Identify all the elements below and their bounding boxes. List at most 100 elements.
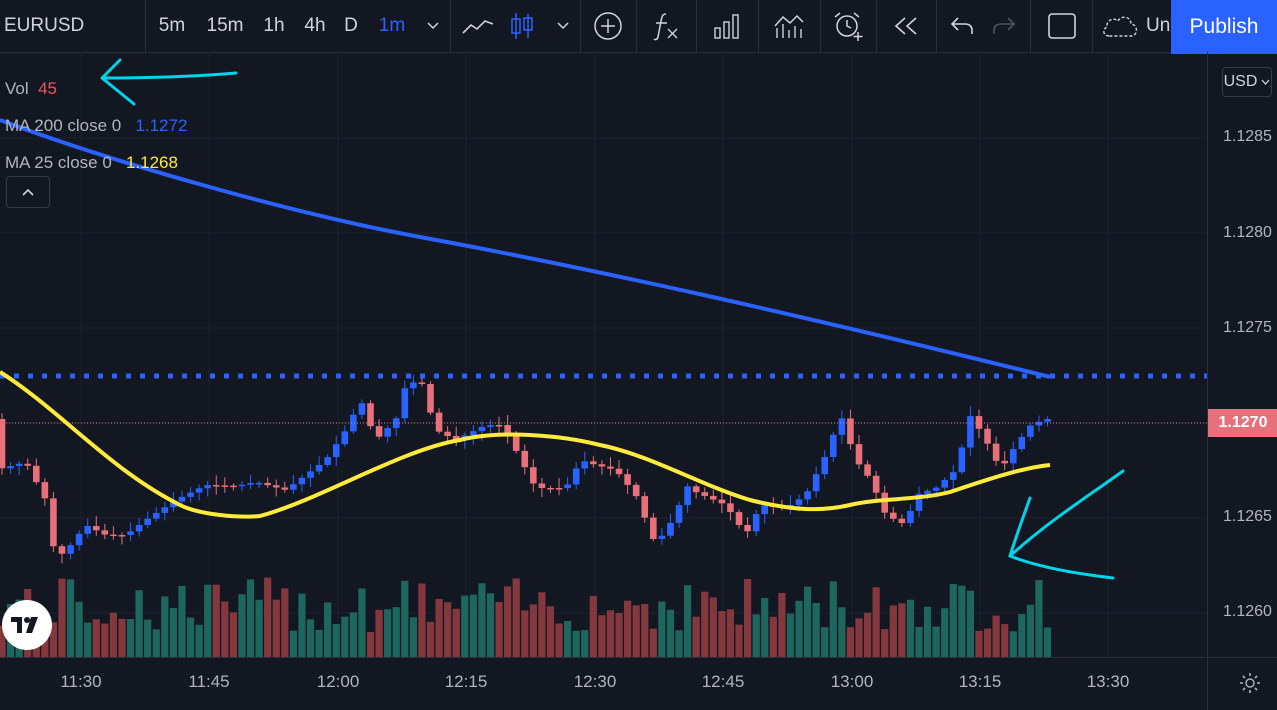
legend-name: MA 200 close 0 [5,116,122,135]
chart-type-dropdown-button[interactable] [550,0,576,52]
volume-bar [135,590,143,657]
price-chart[interactable] [0,52,1207,657]
top-toolbar: EURUSD 5m 15m 1h 4h D 1m [0,0,1277,54]
volume-bar [444,602,452,657]
volume-bar [581,630,589,657]
volume-bar [812,603,820,657]
volume-bar [452,608,460,657]
fullscreen-button[interactable] [1038,0,1086,52]
toolbar-divider [696,0,697,52]
candle [949,472,957,480]
annotation-arrow-bottom [1008,469,1125,580]
replay-icon [894,17,917,35]
candle-style-button[interactable] [506,0,538,52]
chart-legend: Vol 45 MA 200 close 0 1.1272 MA 25 close… [5,70,187,181]
publish-label: Publish [1189,15,1259,38]
volume-bar [289,630,297,657]
redo-button[interactable] [984,0,1024,52]
currency-selector[interactable]: USD [1222,67,1272,97]
bar-chart-icon [714,14,739,39]
volume-bar [126,619,135,657]
alarm-icon [834,12,863,41]
time-axis[interactable]: 11:30 11:45 12:00 12:15 12:30 12:45 13:0… [0,657,1207,710]
candle [1009,449,1017,464]
candle [967,416,974,448]
legend-value: 1.1268 [125,153,178,172]
symbol-search-button[interactable]: EURUSD [4,0,88,52]
candle [15,463,23,467]
legend-ma200[interactable]: MA 200 close 0 1.1272 [5,107,187,144]
add-indicator-button[interactable] [586,0,630,52]
add-icon [594,12,622,40]
candle [452,435,460,440]
volume-bar [546,606,555,657]
price-tick: 1.1280 [1223,224,1272,241]
replay-button[interactable] [882,0,930,52]
candle [615,468,623,475]
alert-button[interactable] [826,0,870,52]
candle [495,425,503,427]
volume-bar [709,597,717,657]
chevron-down-icon [557,22,569,30]
volume-bar [195,624,203,657]
candle [255,482,263,485]
volume-bar [872,587,880,657]
compare-button[interactable] [764,0,814,52]
interval-15m-button[interactable]: 15m [200,0,250,52]
volume-bar [178,585,186,657]
volume-bar [306,619,315,657]
volume-bar [598,615,606,657]
line-chart-button[interactable] [456,0,500,52]
volume-bar [426,621,435,657]
legend-vol[interactable]: Vol 45 [5,70,187,107]
interval-label: 5m [158,15,186,36]
undo-icon [950,17,973,34]
time-tick: 12:45 [701,672,745,691]
volume-bar [769,616,777,657]
axis-corner [1207,657,1277,710]
candle [872,475,880,493]
indicators-button[interactable] [644,0,688,52]
interval-d-button[interactable]: D [338,0,364,52]
interval-4h-button[interactable]: 4h [297,0,333,52]
interval-5m-button[interactable]: 5m [152,0,192,52]
candle [384,428,391,437]
candle [975,416,983,429]
candle [350,414,357,432]
tradingview-logo[interactable] [2,600,52,650]
legend-collapse-button[interactable] [6,176,50,208]
volume-bar [84,622,92,657]
candle [752,514,760,532]
interval-1h-button[interactable]: 1h [256,0,292,52]
toolbar-divider [145,0,146,52]
legend-ma25[interactable]: MA 25 close 0 1.1268 [5,144,187,181]
volume-bar [1035,580,1043,657]
chevron-up-icon [22,188,34,196]
volume-bar [401,580,409,657]
candle [718,499,726,504]
interval-dropdown-button[interactable] [420,0,446,52]
candle [658,535,666,540]
candle [795,499,803,505]
volume-bar [898,603,906,657]
time-tick: 13:00 [830,672,874,691]
undo-button[interactable] [942,0,982,52]
price-tick: 1.1275 [1223,319,1272,336]
volume-bar [863,612,872,657]
candle [410,382,417,389]
volume-bar [992,615,1000,657]
save-layout-button[interactable]: Un [1100,0,1172,52]
volume-bar [298,593,306,657]
interval-1m-button[interactable]: 1m [370,0,414,52]
financials-button[interactable] [702,0,752,52]
candle [701,492,709,496]
candle [684,486,691,506]
price-axis[interactable]: USD 1.1285 1.1280 1.1275 1.1265 1.1260 1… [1207,52,1277,657]
candle [161,507,169,513]
volume-bar [658,601,666,657]
volume-bar [906,599,915,657]
candle [195,488,203,493]
gear-icon[interactable] [1238,671,1262,695]
publish-button[interactable]: Publish [1171,0,1277,54]
volume-bar [615,613,623,657]
